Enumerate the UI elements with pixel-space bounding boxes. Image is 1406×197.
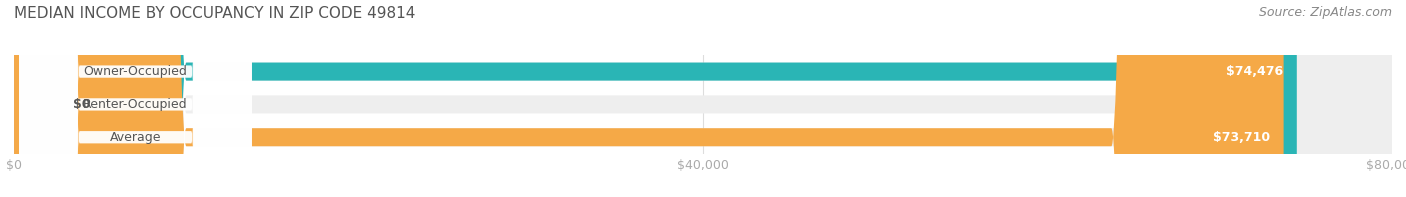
FancyBboxPatch shape: [14, 0, 1284, 197]
FancyBboxPatch shape: [20, 0, 252, 197]
Text: $0: $0: [73, 98, 90, 111]
Text: $73,710: $73,710: [1213, 131, 1270, 144]
FancyBboxPatch shape: [14, 0, 62, 197]
Text: Source: ZipAtlas.com: Source: ZipAtlas.com: [1258, 6, 1392, 19]
Text: $74,476: $74,476: [1226, 65, 1284, 78]
Text: Owner-Occupied: Owner-Occupied: [83, 65, 187, 78]
Text: Renter-Occupied: Renter-Occupied: [83, 98, 188, 111]
FancyBboxPatch shape: [14, 0, 1392, 197]
FancyBboxPatch shape: [20, 0, 252, 197]
FancyBboxPatch shape: [20, 0, 252, 197]
FancyBboxPatch shape: [14, 0, 1296, 197]
Text: MEDIAN INCOME BY OCCUPANCY IN ZIP CODE 49814: MEDIAN INCOME BY OCCUPANCY IN ZIP CODE 4…: [14, 6, 415, 21]
FancyBboxPatch shape: [14, 0, 1392, 197]
FancyBboxPatch shape: [14, 0, 1392, 197]
Text: Average: Average: [110, 131, 162, 144]
